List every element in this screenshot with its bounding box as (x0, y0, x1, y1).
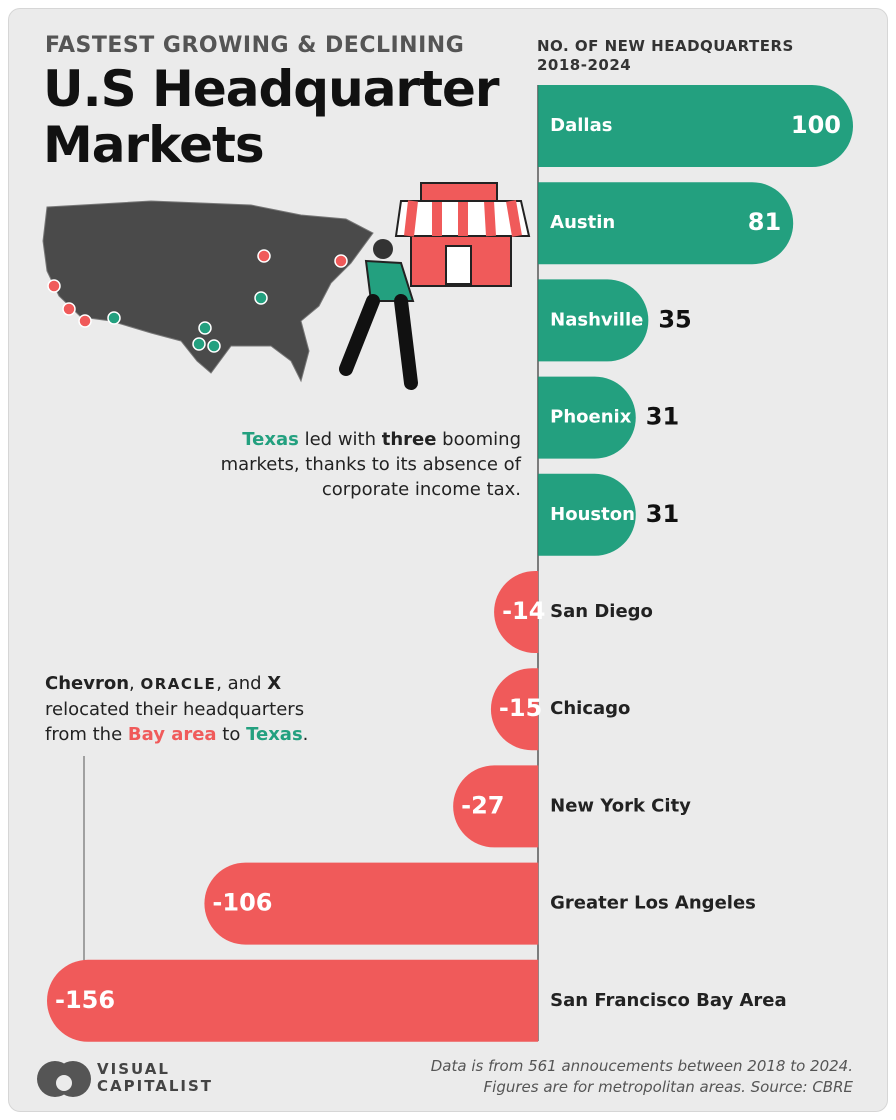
category-label: San Diego (550, 601, 653, 622)
category-label: Greater Los Angeles (550, 893, 756, 914)
bar (538, 279, 649, 362)
chart: Dallas 100 Austin 81 Nashville 35 Phoenix 31 Hou… (42, 85, 853, 1042)
bar (490, 668, 539, 751)
annotation-text: led with (298, 429, 382, 450)
annotation-text: relocated their headquarters from the (45, 699, 305, 745)
subtitle: FASTEST GROWING & DECLINING (45, 33, 465, 58)
bar (538, 473, 636, 556)
value-label: 31 (646, 500, 679, 528)
annotation-text: Texas (242, 429, 299, 450)
annotation-text: ORACLE (140, 675, 217, 693)
bar (494, 571, 539, 653)
axis-period: 2018-2024 (537, 56, 632, 74)
annotation-text: to (216, 724, 247, 745)
notes: Data is from 561 annoucements between 20… (431, 1056, 853, 1098)
category-label: Houston (550, 504, 635, 525)
value-label: -27 (461, 791, 504, 819)
bar (538, 376, 636, 459)
axis-label: NO. OF NEW HEADQUARTERS 2018-2024 (537, 37, 794, 75)
category-label: Nashville (550, 309, 643, 330)
annotation-text: three (381, 429, 437, 450)
value-label: 35 (658, 305, 691, 333)
annotation: Chevron, ORACLE, and X relocated their h… (45, 671, 345, 747)
brand-logo (37, 1061, 91, 1097)
bar (204, 862, 539, 945)
map-illustration (42, 182, 531, 390)
note: Figures are for metropolitan areas. Sour… (483, 1078, 853, 1096)
annotation-text: , and (216, 673, 268, 694)
annotation-text: . (302, 724, 309, 745)
annotation: Texas led with three booming markets, th… (209, 427, 521, 502)
value-label: -14 (502, 597, 545, 625)
bar (538, 182, 794, 265)
category-label: Phoenix (550, 407, 632, 428)
annotation-text: Chevron (45, 673, 130, 694)
value-label: -156 (55, 986, 115, 1014)
annotation-text: X (267, 673, 282, 694)
chart-title: U.S Headquarter Markets (43, 60, 500, 174)
annotation-text: Bay area (127, 724, 217, 745)
annotation-text: Texas (246, 724, 303, 745)
value-label: 31 (646, 403, 679, 431)
brand: VISUAL CAPITALIST (97, 1060, 214, 1095)
bar (46, 959, 539, 1042)
note: Data is from 561 annoucements between 20… (430, 1057, 853, 1075)
category-label: New York City (550, 795, 691, 816)
category-label: Dallas (550, 115, 612, 136)
infographic: Dallas 100 Austin 81 Nashville 35 Phoenix 31 Hou… (8, 8, 888, 1112)
value-label: -15 (499, 694, 542, 722)
annotation-text: booming markets, thanks to its absence o… (220, 429, 521, 500)
axis-label-text: NO. OF NEW HEADQUARTERS (537, 37, 794, 55)
value-label: -106 (212, 889, 272, 917)
bar (538, 85, 853, 167)
annotation-text: , (129, 673, 141, 694)
value-label: 81 (748, 208, 781, 236)
bar (453, 765, 539, 848)
category-label: Chicago (550, 698, 630, 719)
value-label: 100 (791, 111, 841, 139)
category-label: San Francisco Bay Area (550, 990, 787, 1011)
category-label: Austin (550, 212, 615, 233)
